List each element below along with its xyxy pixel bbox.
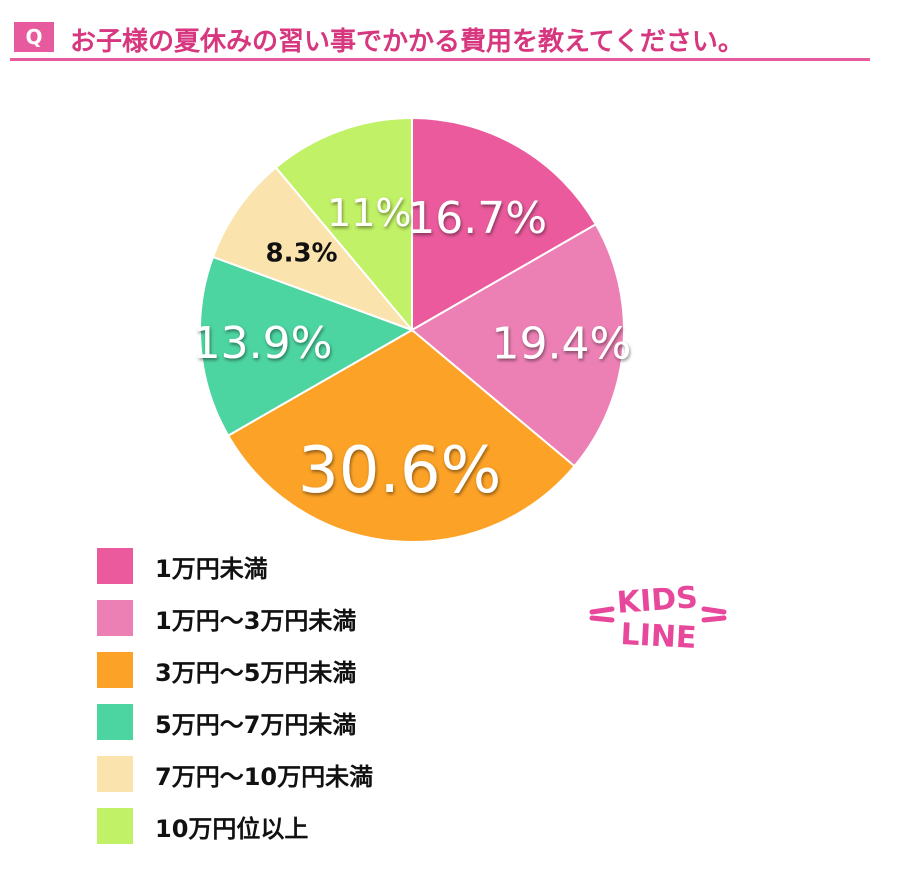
legend-label: 10万円位以上 xyxy=(155,814,309,843)
legend-label: 3万円〜5万円未満 xyxy=(155,658,357,687)
legend-swatch xyxy=(97,704,133,740)
slice-label: 8.3% xyxy=(265,238,337,268)
legend: 1万円未満 1万円〜3万円未満 3万円〜5万円未満 5万円〜7万円未満 7万円〜… xyxy=(97,548,373,860)
legend-label: 1万円未満 xyxy=(155,554,268,583)
pie-slice xyxy=(274,116,413,333)
slice-label: 19.4% xyxy=(492,319,632,370)
pie-slice xyxy=(410,223,625,468)
legend-item: 5万円〜7万円未満 xyxy=(97,704,373,740)
legend-item: 1万円未満 xyxy=(97,548,373,584)
pie-slice xyxy=(411,116,598,332)
legend-item: 3万円〜5万円未満 xyxy=(97,652,373,688)
legend-swatch xyxy=(97,756,133,792)
legend-item: 7万円〜10万円未満 xyxy=(97,756,373,792)
slice-label: 16.7% xyxy=(407,193,547,244)
pie-slice xyxy=(226,328,576,543)
legend-swatch xyxy=(97,600,133,636)
q-badge: Q xyxy=(14,22,54,52)
pie-slice xyxy=(211,166,416,333)
legend-item: 10万円位以上 xyxy=(97,808,373,844)
legend-swatch xyxy=(97,652,133,688)
logo-text-line: LINE xyxy=(620,617,698,656)
legend-swatch xyxy=(97,548,133,584)
question-header: Q お子様の夏休みの習い事でかかる費用を教えてください。 xyxy=(10,14,870,61)
page-title: お子様の夏休みの習い事でかかる費用を教えてください。 xyxy=(70,27,744,57)
legend-swatch xyxy=(97,808,133,844)
legend-label: 7万円〜10万円未満 xyxy=(155,762,374,791)
kidsline-logo: KIDS LINE xyxy=(589,580,727,656)
slice-label: 30.6% xyxy=(298,434,501,508)
pie-slice xyxy=(199,255,415,437)
legend-item: 1万円〜3万円未満 xyxy=(97,600,373,636)
slice-label: 13.9% xyxy=(193,318,333,369)
legend-label: 5万円〜7万円未満 xyxy=(155,710,357,739)
legend-label: 1万円〜3万円未満 xyxy=(155,606,357,635)
logo-text-kids: KIDS xyxy=(616,580,699,621)
slice-label: 11% xyxy=(327,191,411,235)
